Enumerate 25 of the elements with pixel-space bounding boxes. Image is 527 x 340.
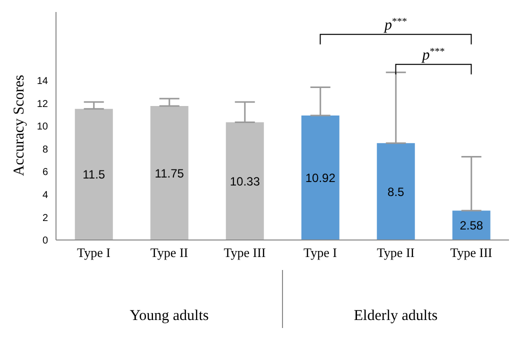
x-tick-label: Type II xyxy=(150,245,188,260)
y-tick-label: 12 xyxy=(36,98,48,110)
y-tick-label: 4 xyxy=(42,190,48,201)
data-label: 11.75 xyxy=(154,166,184,180)
x-tick-label: Type III xyxy=(450,245,492,260)
text: Elderly adults xyxy=(354,308,438,324)
data-label: 8.5 xyxy=(388,184,405,199)
y-tick-label: 2 xyxy=(42,212,48,224)
y-tick-label: 8 xyxy=(42,144,48,156)
annotation: p$^{***}$ xyxy=(384,16,407,34)
data-label: 11.5 xyxy=(82,168,106,182)
x-tick-label: Type II xyxy=(376,245,415,260)
data-label: 2.58 xyxy=(460,218,484,233)
text: Young adults xyxy=(130,308,209,324)
annotation: p$^{***}$ xyxy=(421,46,445,64)
y-tick-label: 6 xyxy=(42,167,48,178)
x-tick-label: Type III xyxy=(224,245,266,260)
x-tick-label: Type I xyxy=(77,245,110,260)
x-tick-label: Type I xyxy=(304,245,337,260)
data-label: 10.92 xyxy=(305,171,336,186)
y-tick-label: 10 xyxy=(36,122,48,133)
y-tick-label: 0 xyxy=(42,236,48,247)
y-tick-label: 14 xyxy=(36,76,48,87)
y-axis-title: Accuracy Scores xyxy=(11,74,28,176)
data-label: 10.33 xyxy=(230,174,260,188)
